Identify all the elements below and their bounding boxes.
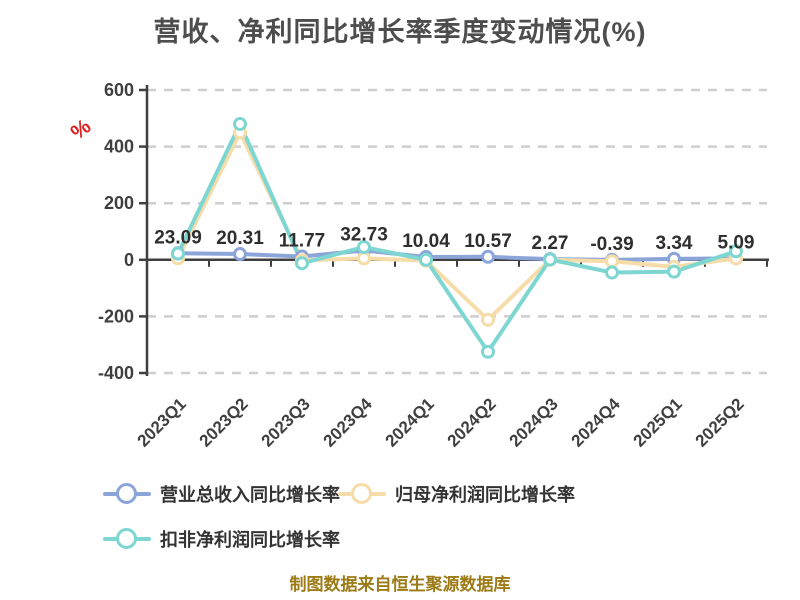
data-point-s1 (481, 312, 495, 327)
y-axis-label: -400 (98, 363, 134, 383)
legend-item-non-gaap-profit-growth[interactable]: 扣非净利润同比增长率 (103, 526, 340, 552)
series-line-1 (176, 130, 738, 322)
y-axis-label: 400 (104, 137, 134, 157)
data-point-s2 (605, 265, 619, 280)
data-point-s0 (233, 247, 247, 262)
legend-label: 归母净利润同比增长率 (395, 485, 575, 505)
data-point-s1 (357, 251, 371, 266)
legend-item-net-profit-growth[interactable]: 归母净利润同比增长率 (338, 481, 575, 507)
chart-title: 营收、净利同比增长率季度变动情况(%) (153, 17, 647, 47)
data-label: 20.31 (216, 228, 264, 249)
x-axis-label: 2023Q2 (196, 394, 252, 450)
x-axis-label: 2024Q3 (506, 394, 562, 450)
x-axis-label: 2023Q3 (258, 394, 314, 450)
series-line-2 (176, 121, 738, 354)
data-point-s2 (667, 264, 681, 279)
y-axis-label: -200 (98, 306, 134, 326)
data-point-s2 (233, 116, 247, 131)
data-point-s0 (481, 249, 495, 264)
x-axis-label: 2025Q1 (630, 394, 686, 450)
x-axis-label: 2024Q2 (444, 394, 500, 450)
data-point-s2 (543, 252, 557, 267)
legend-label: 营业总收入同比增长率 (160, 485, 340, 505)
data-point-s2 (357, 240, 371, 255)
x-axis-label: 2023Q1 (134, 394, 190, 450)
line-marker-icon (103, 483, 151, 505)
x-axis-label: 2024Q1 (382, 394, 438, 450)
x-axis-label: 2023Q4 (320, 394, 377, 451)
data-label: 2.27 (532, 233, 569, 254)
line-marker-icon (103, 528, 151, 550)
data-label: 10.04 (402, 231, 450, 252)
data-label: 5.09 (718, 232, 755, 253)
y-axis-label: 600 (104, 80, 134, 100)
data-label: 23.09 (154, 227, 202, 248)
data-label: -0.39 (590, 234, 633, 255)
data-point-s2 (171, 246, 185, 261)
data-source-caption: 制图数据来自恒生聚源数据库 (289, 575, 511, 594)
data-label: 32.73 (340, 225, 388, 246)
y-axis-label: 0 (124, 250, 134, 270)
y-axis-label: 200 (104, 193, 134, 213)
data-point-s2 (729, 244, 743, 259)
legend-item-revenue-growth[interactable]: 营业总收入同比增长率 (103, 481, 340, 507)
data-point-s2 (295, 256, 309, 271)
data-point-s2 (481, 344, 495, 359)
x-axis-label: 2025Q2 (692, 394, 748, 450)
data-point-s2 (419, 252, 433, 267)
legend-label: 扣非净利润同比增长率 (160, 530, 340, 550)
data-label: 11.77 (279, 230, 326, 251)
x-axis-label: 2024Q4 (568, 394, 625, 451)
data-label: 3.34 (656, 233, 693, 254)
data-point-s1 (605, 254, 619, 269)
data-label: 10.57 (464, 231, 512, 252)
series-line-0 (176, 248, 738, 262)
line-marker-icon (338, 483, 386, 505)
